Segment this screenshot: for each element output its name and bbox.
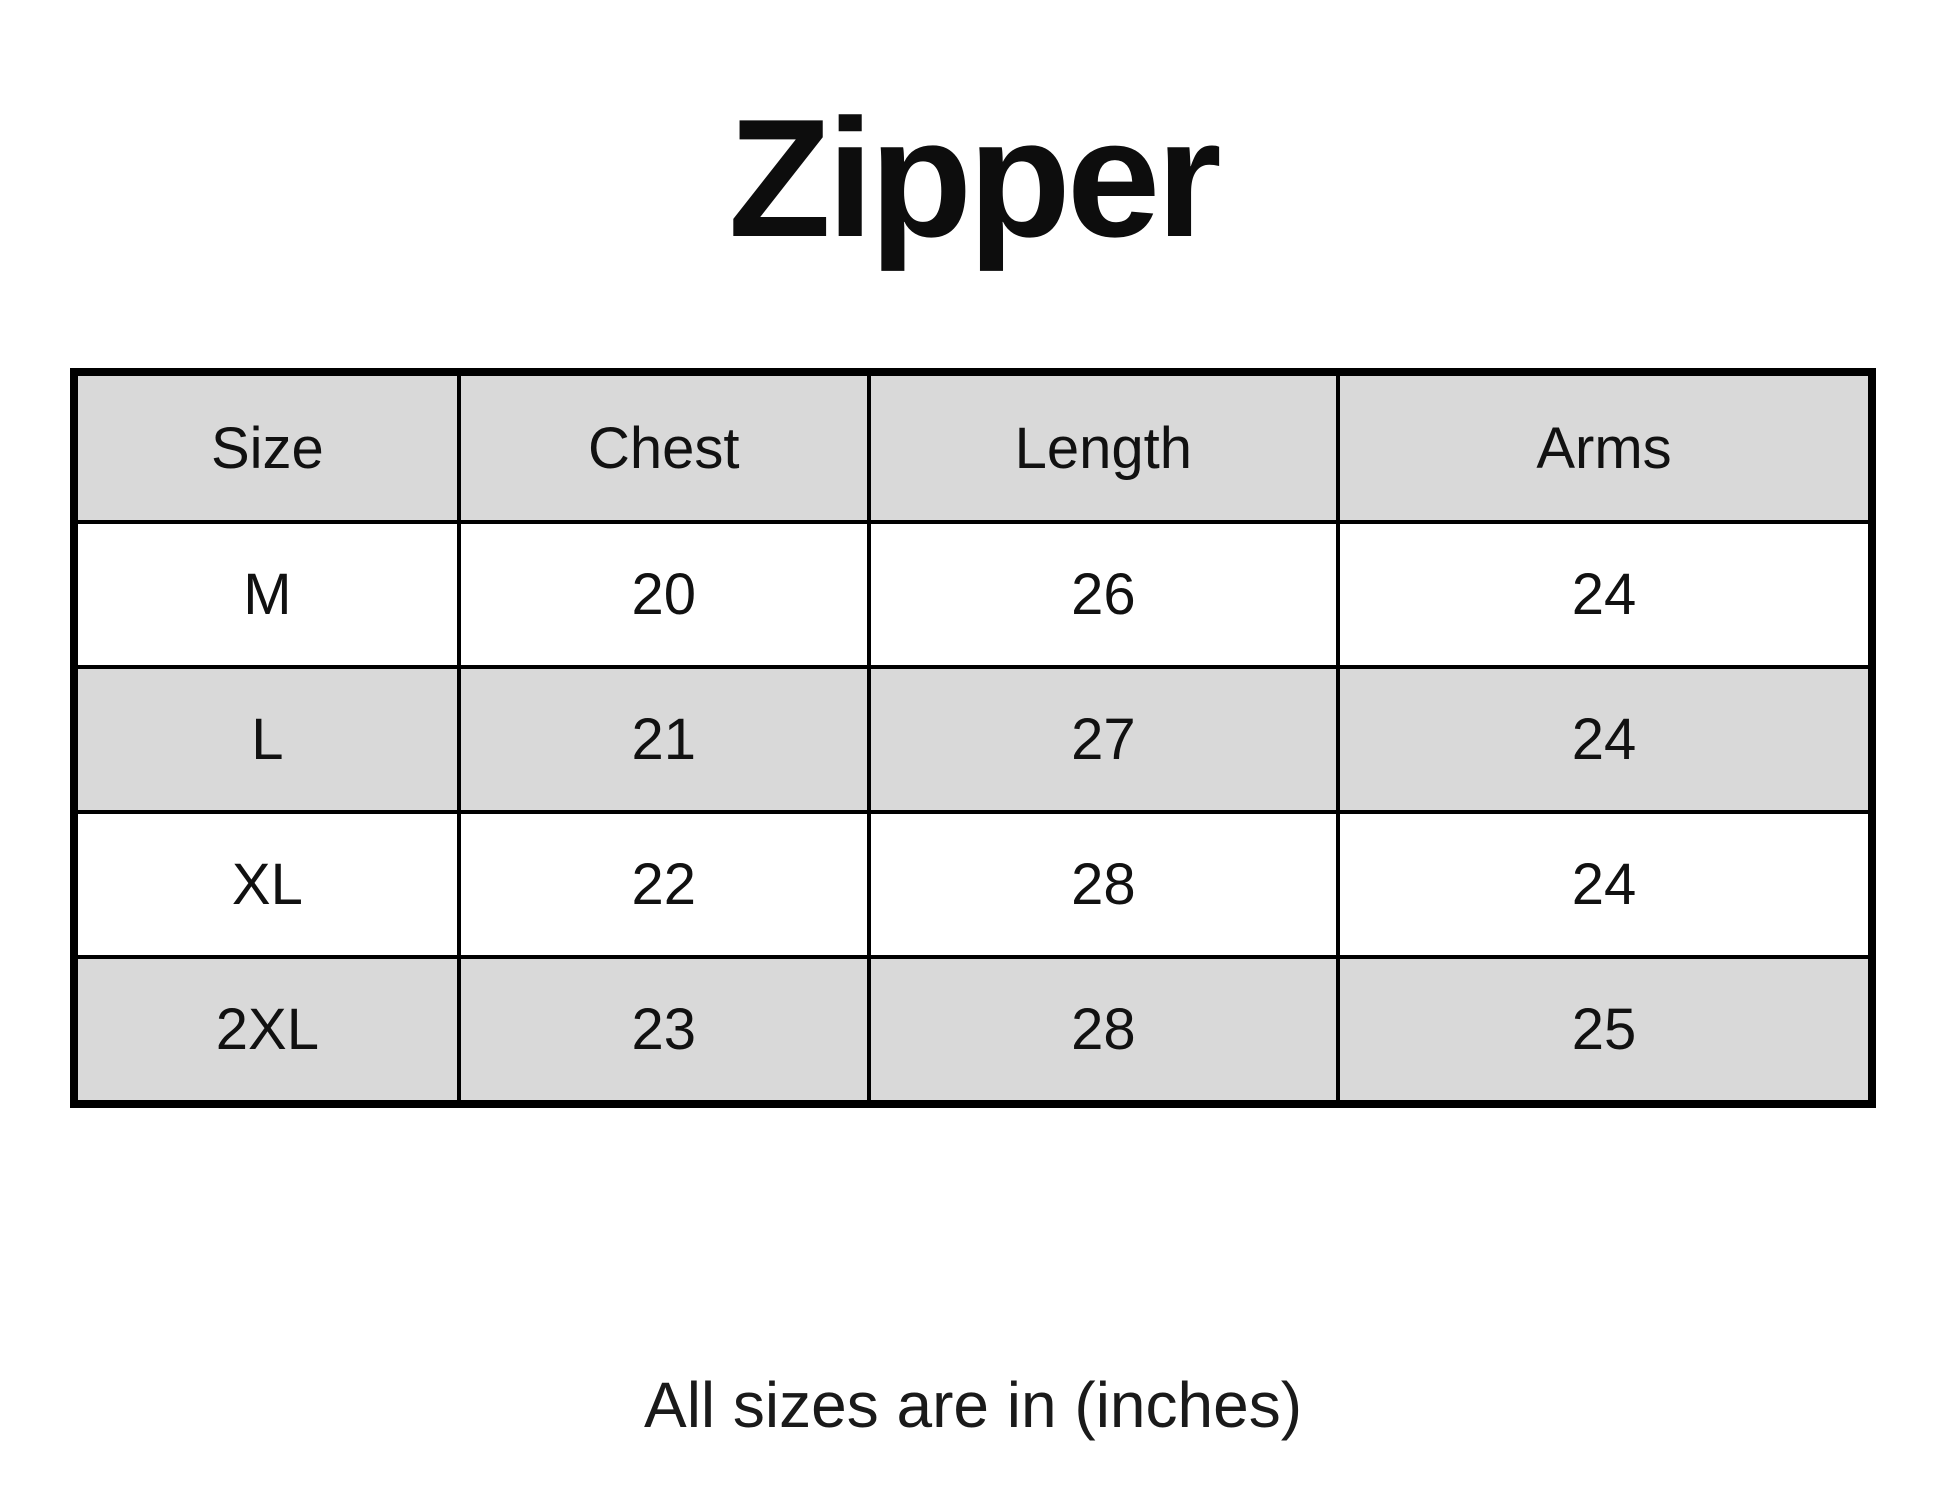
table-header-row: Size Chest Length Arms (72, 370, 1875, 524)
column-header-length: Length (866, 370, 1340, 524)
page-title: Zipper (728, 84, 1221, 272)
column-header-arms: Arms (1335, 370, 1875, 524)
units-note: All sizes are in (inches) (644, 1369, 1302, 1441)
size-label-cell: L (72, 665, 461, 814)
arms-value-cell: 24 (1335, 810, 1875, 959)
column-header-chest: Chest (456, 370, 871, 524)
length-value-cell: 28 (866, 955, 1340, 1106)
chest-value-cell: 20 (456, 520, 871, 669)
size-label-cell: XL (72, 810, 461, 959)
table-row-2xl: 2XL 23 28 25 (72, 955, 1875, 1106)
arms-value-cell: 24 (1335, 520, 1875, 669)
table-row-xl: XL 22 28 24 (72, 810, 1875, 959)
arms-value-cell: 24 (1335, 665, 1875, 814)
chest-value-cell: 21 (456, 665, 871, 814)
column-header-size: Size (72, 370, 461, 524)
length-value-cell: 28 (866, 810, 1340, 959)
table-row-l: L 21 27 24 (72, 665, 1875, 814)
size-label-cell: 2XL (72, 955, 461, 1106)
chest-value-cell: 23 (456, 955, 871, 1106)
length-value-cell: 27 (866, 665, 1340, 814)
size-label-cell: M (72, 520, 461, 669)
chest-value-cell: 22 (456, 810, 871, 959)
table-row-m: M 20 26 24 (72, 520, 1875, 669)
length-value-cell: 26 (866, 520, 1340, 669)
arms-value-cell: 25 (1335, 955, 1875, 1106)
size-chart-table: Size Chest Length Arms M 20 26 24 L 21 2… (70, 368, 1876, 1108)
